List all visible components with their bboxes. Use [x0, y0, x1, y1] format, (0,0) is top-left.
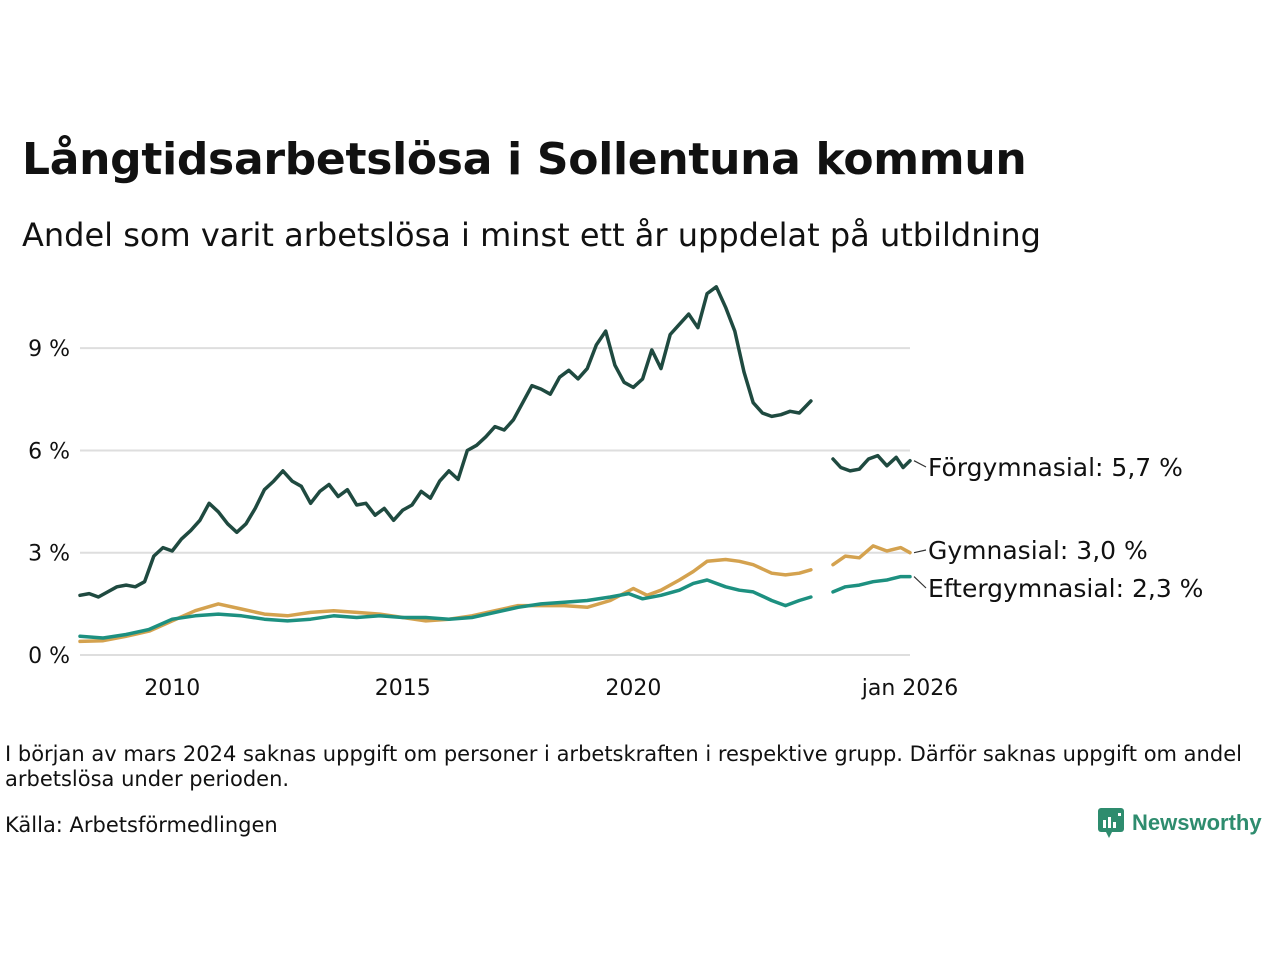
- x-tick-label: 2015: [375, 676, 431, 701]
- y-axis-ticks: 0 % 3 % 6 % 9 %: [28, 337, 70, 669]
- series-label-gymnasial: Gymnasial: 3,0 %: [928, 536, 1148, 565]
- series-line-eftergymnasial: [78, 574, 912, 640]
- newsworthy-logo-icon: [1098, 808, 1124, 838]
- chart-subtitle: Andel som varit arbetslösa i minst ett å…: [22, 216, 1041, 254]
- chart-title: Långtidsarbetslösa i Sollentuna kommun: [22, 134, 1027, 185]
- x-tick-label: jan 2026: [861, 676, 959, 701]
- y-tick-label: 3 %: [28, 542, 70, 567]
- series-labels: Förgymnasial: 5,7 % Gymnasial: 3,0 % Efter…: [913, 453, 1203, 603]
- x-tick-label: 2020: [605, 676, 661, 701]
- y-tick-label: 6 %: [28, 439, 70, 464]
- series-line-förgymnasial: [78, 285, 912, 599]
- x-tick-label: 2010: [144, 676, 200, 701]
- source-text: Källa: Arbetsförmedlingen: [5, 813, 278, 837]
- line-chart: 0 % 3 % 6 % 9 % 2010 2015 2020 jan 2026 Förgym…: [28, 285, 1203, 701]
- chart-note: I början av mars 2024 saknas uppgift om …: [5, 742, 1242, 791]
- series-label-förgymnasial: Förgymnasial: 5,7 %: [928, 453, 1183, 482]
- label-leader-line: [913, 460, 927, 468]
- newsworthy-logo: Newsworthy: [1098, 808, 1262, 838]
- label-leader-line: [913, 576, 927, 589]
- y-tick-label: 0 %: [28, 644, 70, 669]
- series-label-eftergymnasial: Eftergymnasial: 2,3 %: [928, 574, 1203, 603]
- gridlines: [80, 347, 910, 656]
- series-line-gymnasial: [78, 544, 912, 644]
- label-leader-line: [913, 549, 927, 554]
- newsworthy-logo-text: Newsworthy: [1132, 810, 1262, 835]
- x-axis-ticks: 2010 2015 2020 jan 2026: [144, 676, 958, 701]
- series-lines: [78, 285, 912, 644]
- y-tick-label: 9 %: [28, 337, 70, 362]
